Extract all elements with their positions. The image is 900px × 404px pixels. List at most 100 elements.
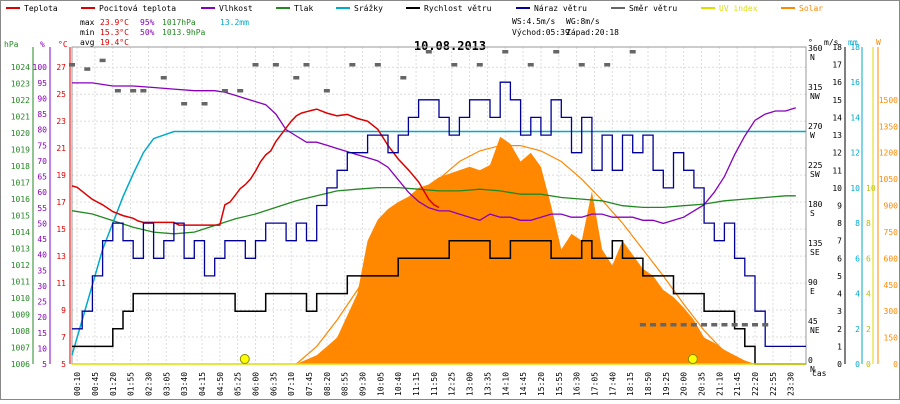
tick-direction-letter: SW	[810, 170, 820, 179]
tick-humidity: 10	[37, 344, 47, 353]
tick-speed: 2	[837, 325, 842, 334]
tick-humidity: 5	[42, 360, 47, 369]
tick-speed: 16	[832, 78, 842, 87]
tick-direction: 135	[808, 239, 823, 248]
tick-temp: 15	[56, 225, 66, 234]
wind-direction-mark	[711, 323, 718, 327]
tick-temp: 5	[61, 360, 66, 369]
tick-humidity: 85	[37, 110, 47, 119]
stat-wg: WG:8m/s	[566, 17, 600, 26]
unit-w: W	[876, 38, 881, 47]
tick-humidity: 80	[37, 126, 47, 135]
legend-label-teplota: Teplota	[24, 4, 58, 13]
wind-direction-mark	[721, 323, 728, 327]
xaxis-label: čas	[812, 368, 827, 378]
wind-direction-mark	[323, 89, 330, 93]
wind-direction-mark	[476, 63, 483, 67]
tick-speed: 8	[837, 219, 842, 228]
tick-direction: 45	[808, 317, 818, 326]
tick-temp: 9	[61, 306, 66, 315]
tick-rain: 12	[850, 149, 860, 158]
tick-time: 09:30	[359, 372, 368, 396]
stat-max-press: 1017hPa	[162, 18, 196, 27]
wind-direction-mark	[400, 76, 407, 80]
tick-time: 08:55	[341, 372, 350, 396]
tick-pressure: 1014	[11, 228, 30, 237]
wind-direction-mark	[140, 89, 147, 93]
tick-speed: 10	[832, 184, 842, 193]
tick-time: 13:00	[466, 372, 475, 396]
legend-label-naraz: Náraz větru	[534, 4, 587, 13]
tick-time: 14:45	[519, 372, 528, 396]
tick-humidity: 25	[37, 298, 47, 307]
stat-max-label: max	[80, 18, 95, 27]
legend-label-tlak: Tlak	[294, 4, 313, 13]
stat-avg-label: avg	[80, 38, 95, 47]
tick-direction-letter: S	[810, 209, 815, 218]
wind-direction-mark	[502, 50, 509, 54]
wind-direction-mark	[114, 89, 121, 93]
tick-direction-letter: E	[810, 287, 815, 296]
tick-uv: 4	[866, 290, 871, 299]
tick-time: 18:15	[626, 372, 635, 396]
wind-direction-mark	[527, 63, 534, 67]
tick-humidity: 55	[37, 204, 47, 213]
tick-direction: 315	[808, 83, 823, 92]
tick-humidity: 45	[37, 235, 47, 244]
wind-direction-mark	[731, 323, 738, 327]
unit-ms: m/s	[824, 38, 839, 47]
tick-direction-letter: NW	[810, 92, 820, 101]
tick-direction-letter: W	[810, 131, 815, 140]
tick-rain: 16	[850, 78, 860, 87]
tick-time: 17:05	[590, 372, 599, 396]
tick-humidity: 90	[37, 94, 47, 103]
tick-direction: 90	[808, 278, 818, 287]
tick-speed: 17	[832, 61, 842, 70]
legend: Teplota Pocitová teplota Vlhkost Tlak Srážky…	[6, 4, 823, 13]
wind-direction-mark	[160, 76, 167, 80]
tick-rain: 18	[850, 43, 860, 52]
tick-time: 12:25	[448, 372, 457, 396]
stat-min-press: 1013.9hPa	[162, 28, 206, 37]
tick-solar: 150	[884, 334, 899, 343]
tick-time: 05:25	[234, 372, 243, 396]
tick-time: 14:10	[501, 372, 510, 396]
tick-humidity: 100	[33, 63, 48, 72]
tick-direction: 0	[808, 356, 813, 365]
tick-humidity: 35	[37, 266, 47, 275]
tick-time: 11:50	[430, 372, 439, 396]
wind-direction-mark	[680, 323, 687, 327]
tick-solar: 1050	[879, 175, 898, 184]
tick-pressure: 1007	[11, 344, 30, 353]
tick-speed: 7	[837, 237, 842, 246]
tick-time: 01:20	[109, 372, 118, 396]
tick-solar: 300	[884, 307, 899, 316]
tick-speed: 1	[837, 342, 842, 351]
tick-speed: 0	[837, 360, 842, 369]
unit-deg: °	[808, 38, 813, 47]
tick-direction: 360	[808, 44, 823, 53]
tick-pressure: 1024	[11, 63, 30, 72]
tick-time: 03:40	[180, 372, 189, 396]
wind-direction-mark	[578, 63, 585, 67]
tick-speed: 13	[832, 131, 842, 140]
stat-min-hum: 50%	[140, 28, 155, 37]
tick-temp: 21	[56, 144, 66, 153]
tick-direction: 225	[808, 161, 823, 170]
series-tlak	[71, 186, 796, 235]
wind-direction-mark	[237, 89, 244, 93]
tick-time: 08:20	[323, 372, 332, 396]
wind-direction-mark	[201, 102, 208, 106]
tick-humidity: 75	[37, 141, 47, 150]
unit-mm: mm	[848, 38, 858, 47]
tick-pressure: 1011	[11, 278, 30, 287]
tick-pressure: 1009	[11, 311, 30, 320]
tick-pressure: 1015	[11, 212, 30, 221]
tick-speed: 11	[832, 166, 842, 175]
legend-label-uv: UV index	[719, 4, 758, 13]
wind-direction-mark	[130, 89, 137, 93]
wind-direction-mark	[650, 323, 657, 327]
tick-time: 22:20	[751, 372, 760, 396]
stat-avg-temp: 19.4°C	[100, 38, 129, 47]
wind-direction-mark	[221, 89, 228, 93]
